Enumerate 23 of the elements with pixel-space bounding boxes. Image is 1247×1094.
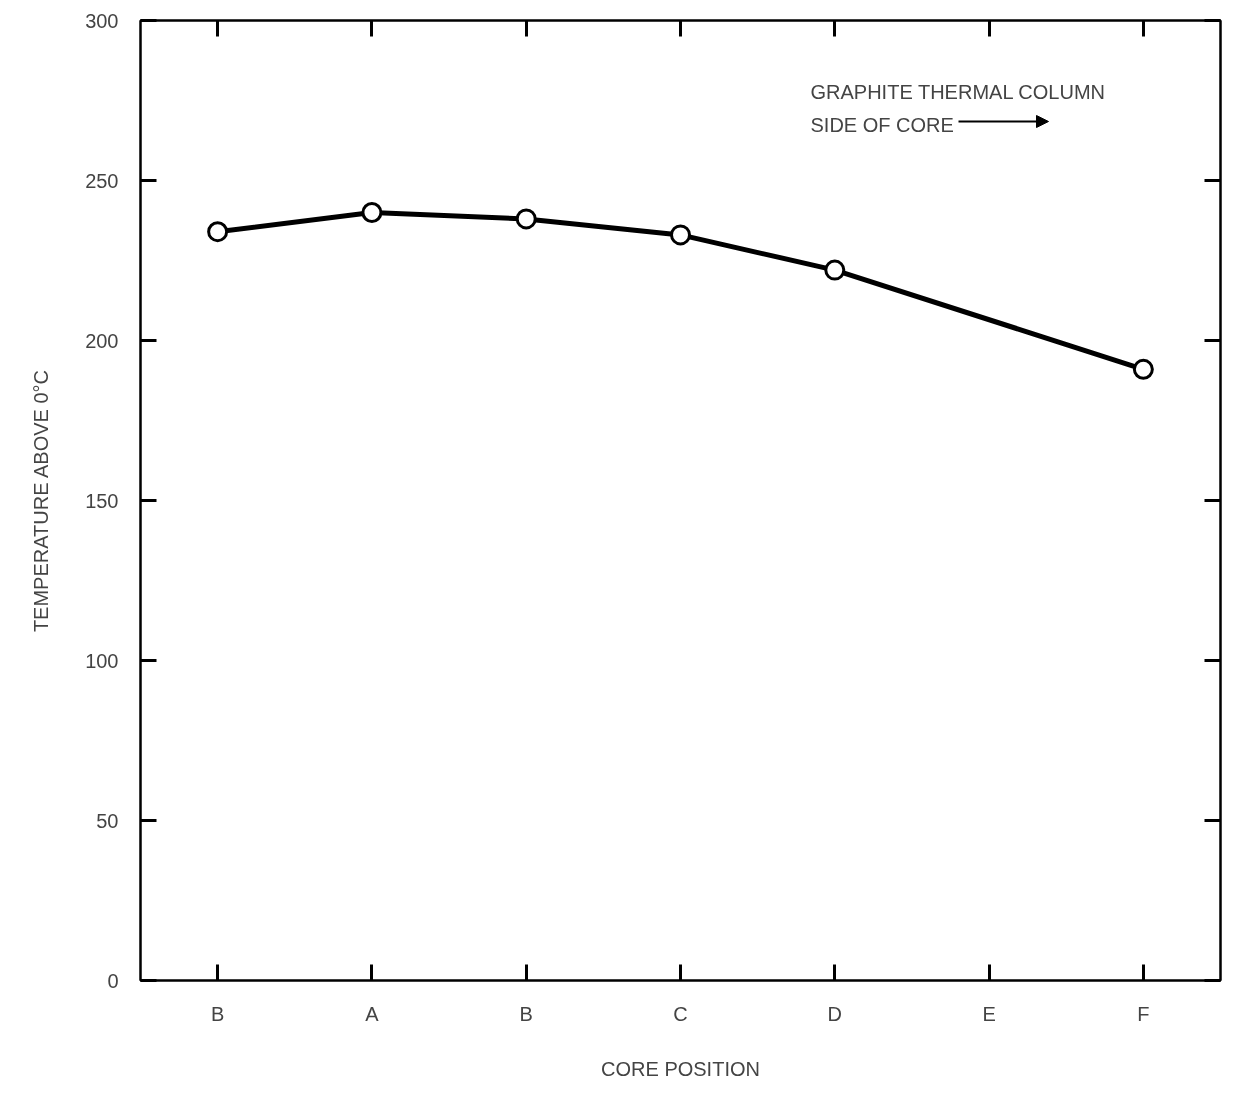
x-tick-label: B	[519, 1002, 533, 1025]
point	[1132, 358, 1154, 380]
x-tick-label: A	[365, 1002, 380, 1025]
point	[515, 208, 537, 230]
y-tick-label: 150	[85, 489, 119, 512]
x-tick-label: F	[1137, 1002, 1150, 1025]
y-tick-label: 100	[85, 649, 119, 672]
y-tick-label: 250	[85, 169, 119, 192]
y-tick-label: 0	[107, 969, 119, 992]
point	[824, 259, 846, 281]
x-axis-title: CORE POSITION	[601, 1057, 760, 1080]
x-tick-label: E	[982, 1002, 996, 1025]
point	[207, 221, 229, 243]
point	[361, 202, 383, 223]
point	[670, 224, 691, 246]
x-tick-label: D	[827, 1002, 843, 1025]
x-tick-label: B	[210, 1002, 225, 1025]
x-tick-label: C	[673, 1002, 688, 1025]
y-tick-label: 300	[85, 9, 119, 32]
y-tick-label: 200	[85, 329, 119, 352]
y-tick-label: 50	[96, 809, 119, 832]
annotation: GRAPHITE THERMAL COLUMN SIDE OF CORE	[810, 80, 1105, 136]
y-axis-title: TEMPERATURE ABOVE 0°C	[30, 369, 53, 633]
